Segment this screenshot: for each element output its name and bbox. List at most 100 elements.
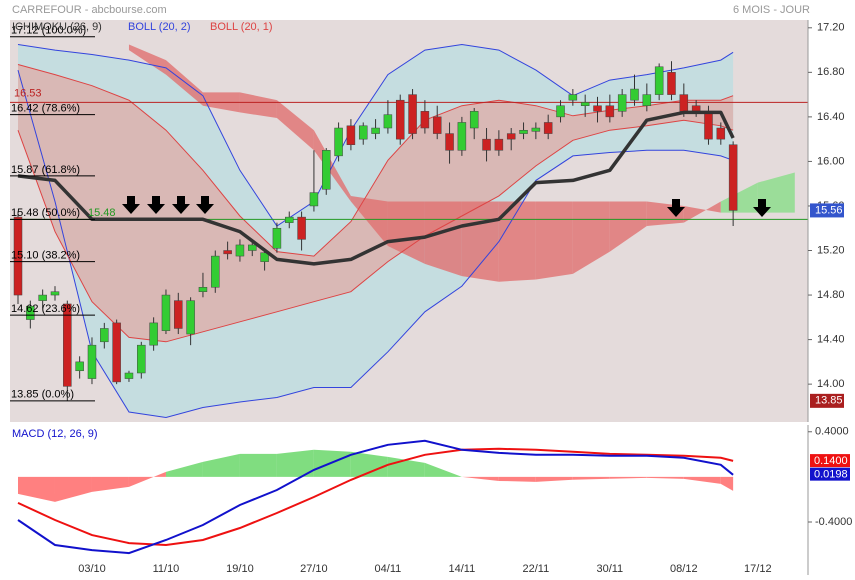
legend-entry: ICHIMOKU (26, 9): [12, 21, 102, 33]
cloud: [683, 201, 721, 223]
candle-body: [728, 144, 738, 211]
histogram: [128, 471, 166, 487]
candle-body: [580, 102, 590, 106]
candle-body: [679, 94, 689, 112]
histogram: [424, 462, 462, 477]
candle-body: [408, 94, 417, 134]
macd-line: [17, 447, 734, 547]
histogram: [276, 449, 314, 477]
y-tick-label: -0.4000: [815, 516, 852, 528]
histogram: [609, 476, 647, 479]
y-tick-label: 17.20: [817, 22, 845, 34]
cloud: [498, 201, 536, 282]
candle-body: [235, 244, 245, 257]
candle-body: [149, 322, 158, 346]
histogram: [572, 476, 610, 480]
cloud: [239, 92, 277, 118]
x-tick-label: 03/10: [78, 563, 106, 575]
cloud: [350, 195, 388, 247]
candle-body: [704, 111, 713, 140]
x-tick-label: 08/12: [670, 563, 698, 575]
histogram: [91, 476, 129, 492]
price-tag-label: 0.1400: [814, 455, 848, 467]
histogram: [165, 461, 203, 477]
band-line: [17, 64, 734, 257]
candle-body: [531, 127, 541, 132]
cloud: [757, 172, 795, 213]
candle-body: [26, 305, 35, 320]
fib-label: 13.85 (0.0%): [11, 389, 74, 401]
histogram: [683, 476, 721, 484]
candle-body: [371, 127, 380, 134]
cloud: [276, 100, 314, 151]
candle-body: [617, 94, 627, 112]
band-line: [17, 69, 734, 419]
sell-arrow: [667, 199, 685, 217]
level-label: 16.53: [14, 87, 42, 99]
candle-body: [297, 216, 306, 240]
candle-body: [494, 138, 504, 151]
histogram: [646, 476, 684, 479]
x-tick-label: 11/10: [153, 563, 180, 575]
y-tick-label: 16.00: [817, 155, 845, 167]
fib-label: 16.42 (78.6%): [11, 103, 80, 115]
macd-plot: [17, 439, 734, 555]
chart-subtitle: 6 MOIS - JOUR: [733, 4, 810, 16]
candle-body: [75, 361, 84, 372]
histogram: [202, 453, 240, 477]
price-tag: [810, 393, 844, 408]
candle-body: [593, 105, 602, 112]
y-tick-label: 16.40: [817, 111, 845, 123]
histogram: [54, 476, 92, 502]
histogram: [18, 476, 55, 502]
candle-body: [691, 105, 701, 112]
candle-body: [543, 122, 553, 134]
ichimoku-line: [17, 110, 735, 266]
chart-title: CARREFOUR - abcbourse.com: [12, 4, 167, 16]
candle-body: [568, 94, 578, 101]
fib-label: 15.87 (61.8%): [11, 164, 80, 176]
candle-body: [272, 227, 282, 249]
legend-entry: BOLL (20, 1): [210, 21, 273, 33]
candle-body: [642, 94, 652, 106]
candle-body: [161, 294, 171, 331]
legend-entry: BOLL (20, 2): [128, 21, 191, 33]
candle-body: [124, 372, 134, 379]
candle-body: [630, 88, 639, 101]
x-tick-label: 27/10: [300, 563, 328, 575]
histogram: [535, 476, 573, 482]
x-tick-label: 22/11: [523, 563, 550, 575]
candle-body: [556, 105, 565, 118]
y-tick-label: 14.80: [817, 289, 845, 301]
main-plot: [10, 43, 808, 419]
histogram: [720, 476, 734, 491]
candle-body: [716, 127, 726, 140]
candle-body: [519, 129, 528, 134]
cloud: [387, 201, 425, 264]
candle-body: [383, 114, 393, 129]
price-tag-label: 13.85: [815, 395, 843, 407]
histogram: [239, 453, 277, 477]
fib-label: 17.12 (100.0%): [11, 25, 86, 37]
sell-arrow: [122, 196, 140, 214]
fib-label: 14.62 (23.6%): [11, 303, 80, 315]
x-tick-label: 19/10: [226, 563, 254, 575]
cloud: [165, 60, 203, 106]
cloud: [535, 201, 573, 280]
price-tag: [810, 454, 850, 468]
sell-arrow: [753, 199, 771, 217]
candle-body: [420, 111, 430, 129]
candle-body: [87, 344, 97, 379]
macd-legend: MACD (12, 26, 9): [12, 428, 98, 440]
candle-body: [100, 328, 109, 343]
sell-arrow: [196, 196, 214, 214]
candle-body: [654, 66, 664, 95]
candle-body: [309, 192, 319, 207]
price-tag: [810, 467, 850, 481]
x-tick-label: 14/11: [449, 563, 476, 575]
candle-body: [445, 133, 454, 151]
candle-body: [260, 252, 269, 262]
candle-body: [198, 287, 208, 292]
cloud: [128, 44, 166, 75]
